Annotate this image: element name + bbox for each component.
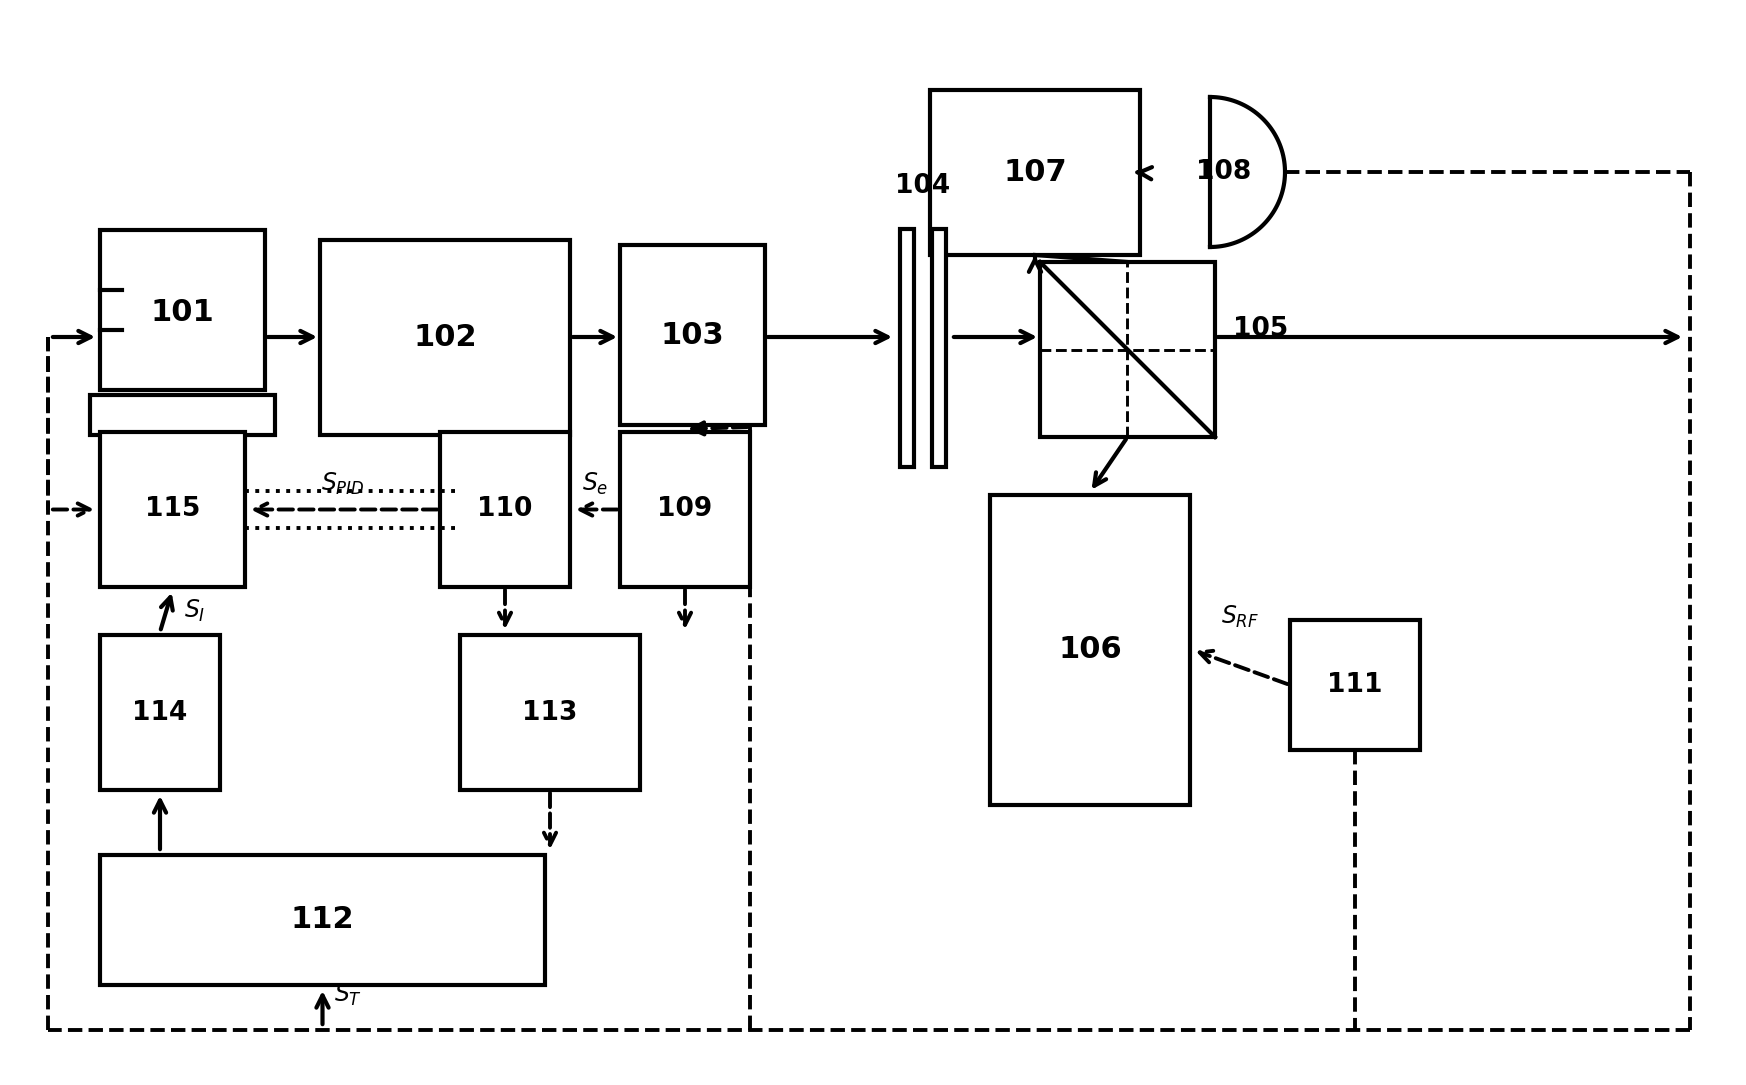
- Bar: [1290, 620, 1419, 750]
- Bar: [620, 432, 751, 587]
- Text: $S_e$: $S_e$: [581, 471, 608, 498]
- Text: $S_{PID}$: $S_{PID}$: [321, 471, 365, 498]
- Text: 115: 115: [145, 497, 201, 523]
- Text: 105: 105: [1233, 317, 1289, 343]
- Text: $S_I$: $S_I$: [185, 598, 206, 624]
- Bar: [100, 855, 545, 985]
- Text: 106: 106: [1058, 636, 1123, 664]
- Text: 103: 103: [660, 320, 725, 349]
- Text: $S_T$: $S_T$: [335, 982, 363, 1008]
- Bar: [932, 229, 946, 467]
- Bar: [620, 245, 765, 425]
- Text: 104: 104: [896, 173, 950, 199]
- Text: 113: 113: [522, 700, 578, 726]
- Text: $S_{RF}$: $S_{RF}$: [1220, 603, 1259, 630]
- Bar: [990, 495, 1191, 805]
- Bar: [1041, 261, 1215, 437]
- Bar: [100, 230, 265, 390]
- Text: 111: 111: [1327, 672, 1383, 698]
- Text: 102: 102: [414, 323, 477, 352]
- Bar: [440, 432, 569, 587]
- Text: 110: 110: [477, 497, 533, 523]
- Bar: [320, 240, 569, 435]
- Text: 108: 108: [1196, 159, 1252, 186]
- Bar: [931, 90, 1140, 255]
- Text: 109: 109: [658, 497, 712, 523]
- Bar: [899, 229, 913, 467]
- Bar: [100, 635, 220, 790]
- Bar: [459, 635, 641, 790]
- Text: 112: 112: [290, 906, 354, 934]
- Text: 107: 107: [1004, 158, 1067, 187]
- Bar: [91, 395, 276, 435]
- Bar: [100, 432, 244, 587]
- Text: 101: 101: [150, 298, 215, 327]
- Text: 114: 114: [133, 700, 187, 726]
